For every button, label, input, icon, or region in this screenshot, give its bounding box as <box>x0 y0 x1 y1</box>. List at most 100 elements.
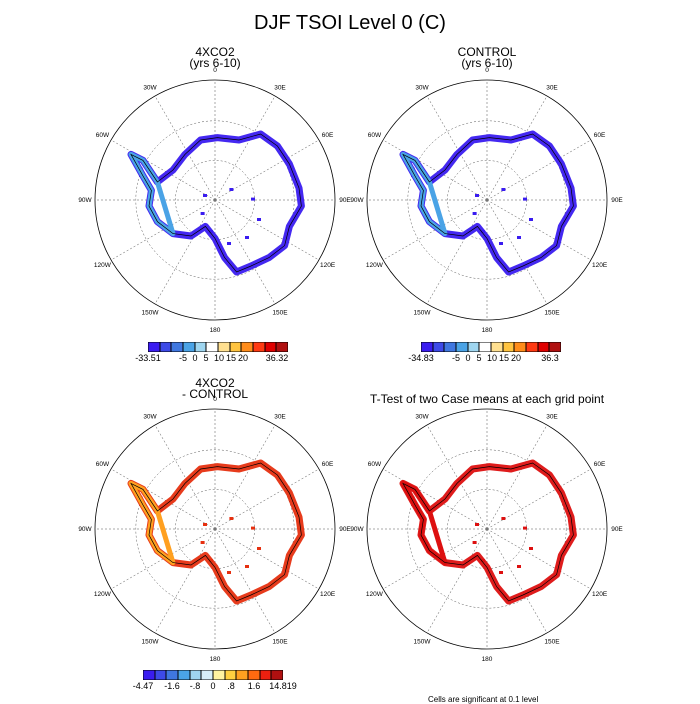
longitude-label: 90E <box>339 526 351 533</box>
longitude-label: 120E <box>592 262 608 269</box>
colorbar-label: 0 <box>192 353 198 363</box>
polar-map-control: 0 30E 60E 90E 120E 150E 180 150W 120W 90W 60W 30W <box>350 67 623 334</box>
colorbar-label: -.8 <box>189 681 201 691</box>
latitude-circle <box>407 449 567 609</box>
grid-cell-fill <box>475 194 479 197</box>
polar-map-ttest: 0 30E 60E 90E 120E 150E 180 150W 120W 90W 60W 30W <box>350 396 623 663</box>
latitude-circle <box>135 449 295 609</box>
colorbar-swatch <box>264 342 277 352</box>
meridian-line <box>426 424 488 530</box>
grid-cell-fill <box>203 194 207 197</box>
longitude-label: 150W <box>142 310 160 317</box>
grid-cell-fill <box>229 188 234 191</box>
meridian-line <box>154 95 216 201</box>
map-boundary-circle <box>366 408 608 650</box>
panel-title-line1: T-Test of two Case means at each grid po… <box>369 392 605 406</box>
colorbar-swatch <box>271 670 283 680</box>
colorbar-labels-control: -34.83 -5 0 5 10 15 20 36.3 <box>408 353 561 365</box>
colorbar-4xco2 <box>148 342 288 352</box>
colorbar-swatch <box>467 342 480 352</box>
grid-cell-fill <box>399 130 577 276</box>
grid-cell-fill <box>245 236 249 239</box>
grid-cell-fill <box>481 559 485 562</box>
longitude-label: 0 <box>213 396 217 403</box>
colorbar-label: 5 <box>476 353 482 363</box>
longitude-label: 120W <box>366 262 384 269</box>
meridian-line <box>214 528 320 590</box>
colorbar-label: -33.51 <box>135 353 161 363</box>
colorbar-label: 15 <box>225 353 237 363</box>
latitude-circle <box>407 120 567 280</box>
colorbar-swatch <box>189 670 202 680</box>
colorbar-swatch <box>201 670 213 680</box>
polar-map-4xco2: 0 30E 60E 90E 120E 150E 180 150W 120W 90W 60W 30W <box>78 67 351 334</box>
panel-title-line2: (yrs 6-10) <box>189 56 241 70</box>
colorbar-swatch <box>148 342 160 352</box>
longitude-label: 30W <box>143 413 157 420</box>
meridian-line <box>426 199 488 305</box>
colorbar-swatch <box>194 342 207 352</box>
longitude-label: 90W <box>350 197 364 204</box>
grid-cell-fill <box>127 130 305 276</box>
colorbar-swatch <box>159 342 172 352</box>
colorbar-label: 10 <box>486 353 498 363</box>
longitude-label: 120W <box>94 591 112 598</box>
longitude-label: 30W <box>143 84 157 91</box>
longitude-label: 120E <box>320 262 336 269</box>
colorbar-label: 36.32 <box>265 353 289 363</box>
panel-title-4xco2: 4XCO2 (yrs 6-10) <box>130 46 300 70</box>
coastline <box>130 462 302 602</box>
longitude-label: 60E <box>322 461 334 468</box>
colorbar-swatch <box>143 670 155 680</box>
longitude-label: 150W <box>142 639 160 646</box>
colorbar-label: -1.6 <box>164 681 180 691</box>
map-boundary-circle <box>366 79 608 321</box>
longitude-label: 150W <box>414 639 432 646</box>
meridian-line <box>486 424 548 530</box>
colorbar-labels-4xco2: -33.51 -5 0 5 10 15 20 36.32 <box>135 353 289 365</box>
colorbar-label: 0 <box>465 353 471 363</box>
colorbar-label: 0 <box>210 681 216 691</box>
grid-cell-fill <box>257 547 261 550</box>
longitude-label: 120W <box>94 262 112 269</box>
meridian-line <box>486 199 592 261</box>
colorbar-label: 36.3 <box>541 353 559 363</box>
longitude-label: 90W <box>350 526 364 533</box>
longitude-label: 30E <box>274 413 286 420</box>
grid-cell-fill <box>245 565 249 568</box>
grid-cell-fill <box>529 547 533 550</box>
grid-cell-fill <box>251 526 255 530</box>
grid-cell-fill <box>209 230 213 233</box>
map-boundary-circle <box>94 79 336 321</box>
colorbar-control <box>421 342 561 352</box>
coastline <box>402 133 574 273</box>
longitude-label: 0 <box>485 67 489 74</box>
grid-cell-fill <box>517 236 521 239</box>
colorbar-swatch <box>259 670 272 680</box>
longitude-label: 150E <box>544 639 560 646</box>
grid-cell-fill <box>251 197 255 201</box>
grid-cell-fill <box>501 517 506 520</box>
grid-cell-fill <box>481 230 485 233</box>
meridian-line <box>110 468 216 530</box>
colorbar-diff <box>143 670 283 680</box>
longitude-label: 90E <box>611 197 623 204</box>
grid-cell-fill <box>227 571 231 574</box>
longitude-label: 150E <box>544 310 560 317</box>
colorbar-swatch <box>182 342 195 352</box>
colorbar-swatch <box>177 670 190 680</box>
longitude-label: 30E <box>546 84 558 91</box>
coastline <box>130 133 302 273</box>
meridian-line <box>486 528 548 634</box>
grid-cell-fill <box>200 212 205 215</box>
meridian-line <box>486 95 548 201</box>
colorbar-swatch <box>217 342 230 352</box>
grid-cell-fill <box>399 459 577 605</box>
colorbar-label: -4.47 <box>132 681 154 691</box>
longitude-label: 60W <box>368 132 382 139</box>
colorbar-swatch <box>247 670 260 680</box>
longitude-label: 0 <box>485 396 489 403</box>
meridian-line <box>214 528 276 634</box>
longitude-label: 180 <box>210 327 221 334</box>
colorbar-swatch <box>514 342 526 352</box>
